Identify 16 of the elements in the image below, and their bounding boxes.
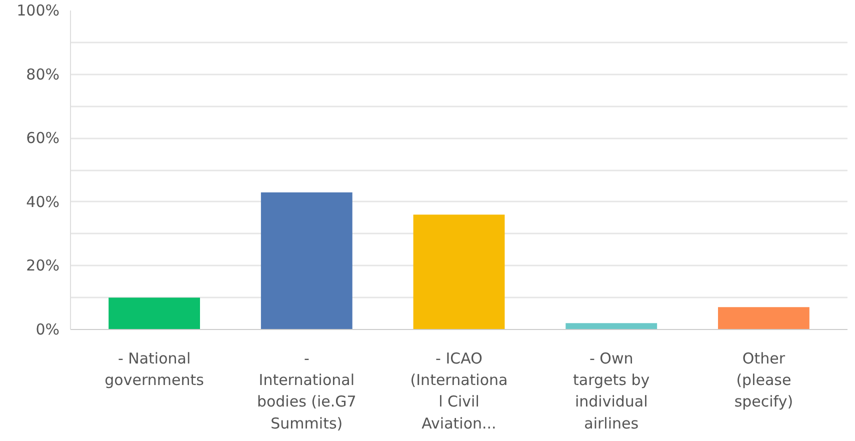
x-tick-label: - International bodies (ie.G7 Summits) <box>256 350 356 432</box>
y-tick-label: 60% <box>26 129 60 148</box>
y-tick-label: 20% <box>26 256 60 275</box>
y-tick-label: 80% <box>26 65 60 84</box>
bar <box>260 192 352 330</box>
x-tick-label: Other (please specify) <box>734 350 794 411</box>
y-tick-label: 0% <box>36 320 60 338</box>
bar <box>413 214 505 330</box>
bar <box>108 298 200 330</box>
bar <box>718 307 810 330</box>
y-tick-label: 100% <box>16 2 60 20</box>
x-tick-label: - National governments <box>104 350 204 390</box>
bar <box>566 323 658 330</box>
y-tick-label: 40% <box>26 192 60 211</box>
x-tick-label: - ICAO (Internationa l Civil Aviation... <box>410 350 508 432</box>
x-tick-label: - Own targets by individual airlines <box>573 350 650 432</box>
